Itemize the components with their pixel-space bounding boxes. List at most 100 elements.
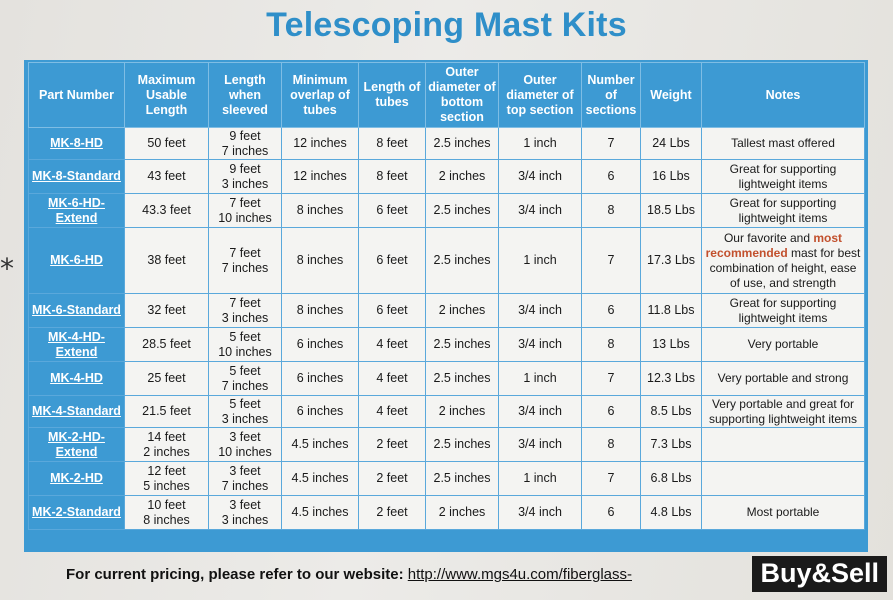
cell-tube: 2 feet [358,495,426,530]
cell-bottom: 2.5 inches [425,127,499,160]
cell-weight: 17.3 Lbs [640,227,702,294]
cell-weight: 18.5 Lbs [640,193,702,228]
cell-overlap: 4.5 inches [281,427,359,462]
cell-overlap: 12 inches [281,127,359,160]
cell-tube: 6 feet [358,193,426,228]
cell-max: 43 feet [124,159,209,194]
part-number-link[interactable]: MK-4-HD-Extend [28,327,125,362]
cell-sleeved: 9 feet 3 inches [208,159,282,194]
cell-bottom: 2.5 inches [425,227,499,294]
cell-sleeved: 9 feet 7 inches [208,127,282,160]
cell-max: 25 feet [124,361,209,396]
cell-notes: Most portable [701,495,865,530]
cell-sleeved: 3 feet 7 inches [208,461,282,496]
cell-bottom: 2 inches [425,495,499,530]
cell-sleeved: 3 feet 10 inches [208,427,282,462]
cell-overlap: 6 inches [281,327,359,362]
table-row: MK-2-HD 12 feet 5 inches 3 feet 7 inches 4.5 … [28,461,865,496]
part-number-link[interactable]: MK-2-HD [28,461,125,496]
footer-note: For current pricing, please refer to our… [66,566,632,583]
cell-notes: Great for supporting lightweight items [701,159,865,194]
cell-notes [701,461,865,496]
part-number-link[interactable]: MK-6-HD [28,227,125,294]
cell-tube: 4 feet [358,395,426,428]
cell-notes: Very portable [701,327,865,362]
table-row: MK-4-Standard 21.5 feet 5 feet 3 inches 6 in… [28,395,865,428]
cell-sleeved: 3 feet 3 inches [208,495,282,530]
cell-overlap: 4.5 inches [281,461,359,496]
column-header: Outer diameter of top section [498,62,582,128]
table-row: MK-6-HD 38 feet 7 feet 7 inches 8 inches 6 fe… [28,227,865,294]
cell-max: 32 feet [124,293,209,328]
cell-weight: 4.8 Lbs [640,495,702,530]
part-number-link[interactable]: MK-8-HD [28,127,125,160]
cell-overlap: 8 inches [281,227,359,294]
cell-weight: 6.8 Lbs [640,461,702,496]
column-header: Weight [640,62,702,128]
cell-bottom: 2.5 inches [425,461,499,496]
cell-sections: 6 [581,293,641,328]
part-number-link[interactable]: MK-8-Standard [28,159,125,194]
cell-top: 3/4 inch [498,159,582,194]
cell-sleeved: 5 feet 10 inches [208,327,282,362]
cell-sleeved: 5 feet 7 inches [208,361,282,396]
cell-sleeved: 7 feet 3 inches [208,293,282,328]
cell-tube: 4 feet [358,327,426,362]
cell-notes: Very portable and strong [701,361,865,396]
footer-text: For current pricing, please refer to our… [66,566,404,583]
cell-sleeved: 5 feet 3 inches [208,395,282,428]
cell-max: 21.5 feet [124,395,209,428]
cell-max: 38 feet [124,227,209,294]
column-header: Part Number [28,62,125,128]
cell-top: 1 inch [498,361,582,396]
cell-top: 1 inch [498,127,582,160]
table-row: MK-6-Standard 32 feet 7 feet 3 inches 8 inch… [28,293,865,328]
cell-sections: 7 [581,361,641,396]
part-number-link[interactable]: MK-4-HD [28,361,125,396]
part-number-link[interactable]: MK-2-HD-Extend [28,427,125,462]
cell-sections: 7 [581,227,641,294]
cell-sections: 7 [581,461,641,496]
cell-weight: 12.3 Lbs [640,361,702,396]
part-number-link[interactable]: MK-4-Standard [28,395,125,428]
column-header: Minimum overlap of tubes [281,62,359,128]
page-title: Telescoping Mast Kits [266,6,627,44]
cell-notes: Great for supporting lightweight items [701,293,865,328]
cell-overlap: 6 inches [281,361,359,396]
part-number-link[interactable]: MK-6-HD-Extend [28,193,125,228]
cell-tube: 4 feet [358,361,426,396]
cell-notes: Great for supporting lightweight items [701,193,865,228]
cell-overlap: 6 inches [281,395,359,428]
cell-weight: 16 Lbs [640,159,702,194]
cell-notes: Very portable and great for supporting li… [701,395,865,428]
cell-bottom: 2 inches [425,293,499,328]
cell-bottom: 2.5 inches [425,361,499,396]
cell-notes [701,427,865,462]
part-number-link[interactable]: MK-6-Standard [28,293,125,328]
cell-weight: 13 Lbs [640,327,702,362]
mast-kits-table: Part Number Maximum Usable Length Length w… [28,62,865,530]
cell-overlap: 8 inches [281,193,359,228]
table-row: MK-4-HD-Extend 28.5 feet 5 feet 10 inches 6 … [28,327,865,362]
website-link[interactable]: http://www.mgs4u.com/fiberglass- [407,566,632,583]
mast-kits-table-frame: Part Number Maximum Usable Length Length w… [24,60,868,552]
table-header-row: Part Number Maximum Usable Length Length w… [28,62,865,128]
column-header: Outer diameter of bottom section [425,62,499,128]
column-header: Notes [701,62,865,128]
cell-tube: 2 feet [358,461,426,496]
cell-sections: 6 [581,159,641,194]
cell-max: 12 feet 5 inches [124,461,209,496]
cell-bottom: 2 inches [425,159,499,194]
column-header: Length when sleeved [208,62,282,128]
cell-tube: 6 feet [358,293,426,328]
cell-weight: 7.3 Lbs [640,427,702,462]
cell-notes: Our favorite and most recommended mast f… [701,227,865,294]
table-row: MK-8-HD 50 feet 9 feet 7 inches 12 inches 8 f… [28,127,865,160]
cell-top: 3/4 inch [498,293,582,328]
column-header: Length of tubes [358,62,426,128]
recommended-highlight: most recommended [705,230,843,260]
part-number-link[interactable]: MK-2-Standard [28,495,125,530]
cell-max: 50 feet [124,127,209,160]
cell-top: 3/4 inch [498,495,582,530]
